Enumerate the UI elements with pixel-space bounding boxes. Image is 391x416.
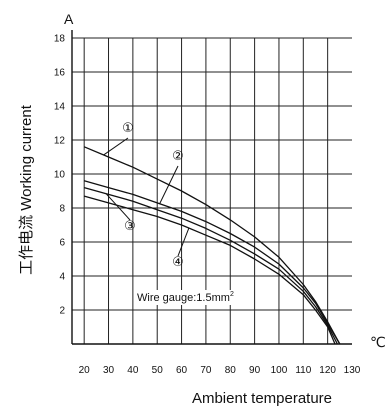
y-tick-label: 2 <box>59 306 65 317</box>
series-marker-2: ② <box>172 148 184 163</box>
series-marker-1: ① <box>122 120 134 135</box>
y-tick-label: 10 <box>54 170 66 181</box>
x-tick-label: 60 <box>176 365 188 376</box>
series <box>83 146 341 345</box>
series-line-1 <box>83 146 341 345</box>
y-axis-label: 工作电流 Working current <box>18 104 35 275</box>
marker-leader-1 <box>103 137 129 156</box>
x-axis-unit: ℃ <box>370 334 386 350</box>
x-tick-label: 90 <box>249 365 261 376</box>
x-tick-label: 130 <box>344 365 361 376</box>
marker-leader-3 <box>105 193 131 221</box>
wire-gauge-superscript: 2 <box>230 291 234 298</box>
y-tick-label: 8 <box>59 204 65 215</box>
marker-leader-4 <box>177 227 190 257</box>
x-tick-label: 80 <box>225 365 237 376</box>
x-tick-label: 20 <box>79 365 91 376</box>
y-tick-label: 12 <box>54 136 66 147</box>
y-tick-label: 18 <box>54 34 66 45</box>
series-line-2 <box>84 180 341 345</box>
y-tick-label: 14 <box>54 102 66 113</box>
x-axis-label: Ambient temperature <box>192 390 332 407</box>
x-tick-label: 30 <box>103 365 115 376</box>
x-tick-label: 120 <box>319 365 336 376</box>
series-markers: ① ② ③ ④ <box>103 120 190 269</box>
grid <box>72 37 352 344</box>
annotation-background <box>134 290 237 305</box>
x-tick-label: 110 <box>295 365 311 376</box>
y-tick-label: 4 <box>59 272 65 283</box>
series-marker-4: ④ <box>172 254 184 269</box>
x-tick-label: 100 <box>271 365 288 376</box>
wire-gauge-text: Wire gauge:1.5mm <box>137 292 230 304</box>
x-tick-label: 50 <box>152 365 164 376</box>
x-tick-label: 40 <box>127 365 139 376</box>
y-axis-unit: A <box>64 11 74 27</box>
series-marker-3: ③ <box>124 218 136 233</box>
tick-labels: 20 30 40 50 60 70 80 90 100 110 120 130 2 4 6 8 10 12 14 16… <box>54 34 361 377</box>
y-tick-label: 6 <box>59 238 65 249</box>
axes <box>71 30 352 345</box>
y-tick-label: 16 <box>54 68 66 79</box>
x-tick-label: 70 <box>200 365 212 376</box>
series-line-3 <box>84 186 338 345</box>
wire-gauge-annotation: Wire gauge:1.5mm2 <box>137 291 234 304</box>
marker-leader-2 <box>159 165 179 204</box>
series-line-4 <box>84 195 336 345</box>
